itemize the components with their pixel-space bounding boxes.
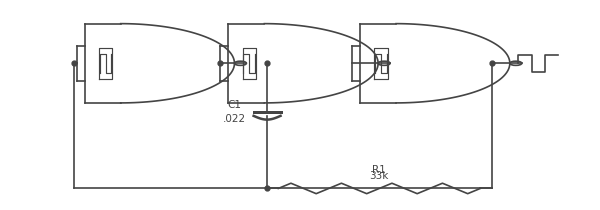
- Text: 33k: 33k: [370, 171, 389, 181]
- Text: C1: C1: [227, 100, 241, 110]
- Text: R1: R1: [373, 165, 386, 175]
- Text: .022: .022: [223, 114, 246, 124]
